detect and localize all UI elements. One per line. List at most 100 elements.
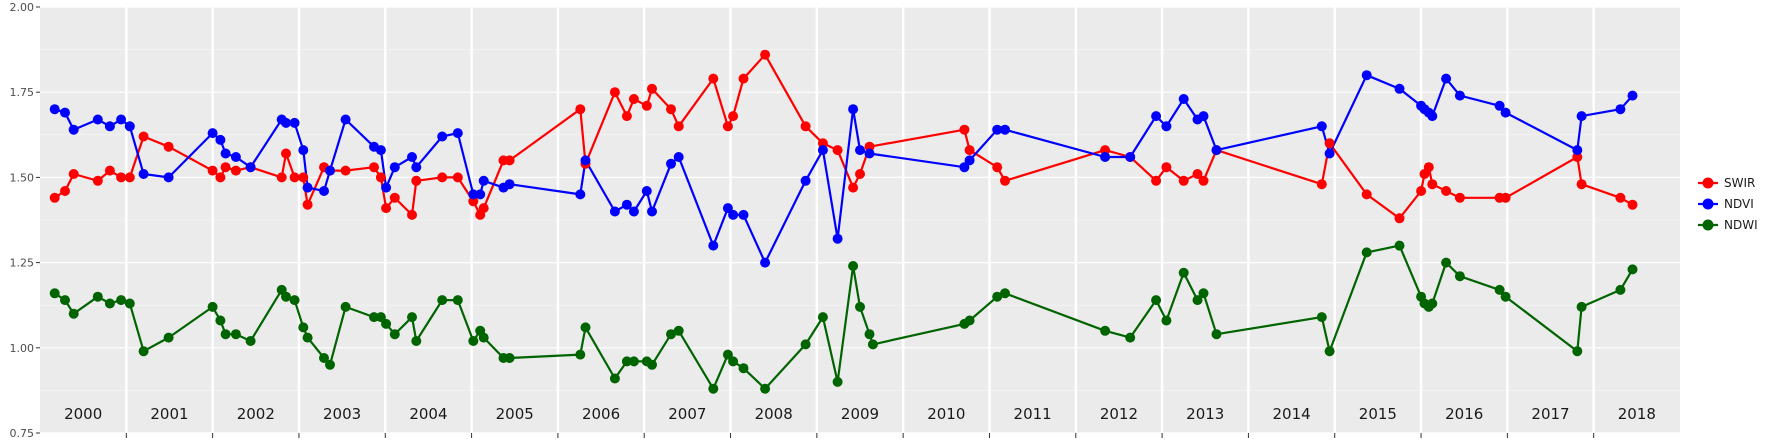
y-tick-label: 2.00 [10, 1, 35, 14]
data-point-swir [1151, 175, 1162, 186]
data-point-ndwi [138, 346, 149, 357]
data-point-swir [1576, 179, 1587, 190]
data-point-swir [163, 141, 174, 152]
data-point-ndvi [580, 155, 591, 166]
data-point-swir [855, 169, 865, 179]
data-point-swir [1423, 162, 1434, 173]
data-point-ndvi [381, 182, 392, 193]
data-point-ndvi [609, 206, 620, 217]
data-point-swir [1572, 152, 1583, 162]
data-point-ndwi [116, 295, 127, 306]
data-point-swir [1441, 186, 1452, 196]
data-point-ndvi [641, 186, 652, 196]
data-point-ndwi [1151, 295, 1162, 306]
data-point-swir [1192, 169, 1203, 179]
year-label: 2016 [1445, 405, 1483, 423]
data-point-ndwi [289, 295, 300, 306]
data-point-ndwi [1441, 257, 1452, 268]
data-point-swir [116, 172, 127, 183]
data-point-ndvi [298, 145, 309, 156]
data-point-swir [647, 83, 657, 94]
y-tick-label: 1.75 [10, 86, 35, 99]
data-point-ndvi [340, 114, 351, 125]
data-point-ndwi [319, 353, 329, 363]
data-point-ndvi [1316, 121, 1327, 132]
data-point-swir [1198, 175, 1209, 186]
data-point-swir [381, 203, 392, 214]
data-point-ndvi [1151, 111, 1162, 122]
data-point-ndwi [1211, 329, 1222, 340]
year-label: 2003 [323, 405, 361, 423]
year-labels: 2000 2001 2002 2003 2004 2005 2006 2007 2008 2009… [64, 405, 1656, 423]
data-point-ndvi [832, 233, 843, 244]
data-point-ndwi [1454, 271, 1465, 282]
data-point-ndvi [475, 189, 486, 200]
data-point-ndvi [1500, 107, 1511, 118]
data-point-ndvi [1361, 70, 1372, 81]
data-point-ndvi [1211, 145, 1222, 156]
data-point-swir [1161, 162, 1172, 173]
data-point-swir [621, 111, 632, 122]
data-point-ndvi [728, 209, 739, 220]
data-point-ndvi [959, 162, 970, 173]
data-point-swir [800, 121, 811, 132]
data-point-ndwi [1576, 301, 1587, 312]
data-point-ndwi [60, 295, 70, 306]
data-point-ndwi [1572, 346, 1583, 357]
data-point-ndvi [800, 175, 811, 186]
data-point-swir [673, 121, 684, 132]
data-point-ndwi [647, 359, 657, 370]
data-point-ndwi [621, 356, 632, 367]
data-point-ndwi [68, 308, 79, 319]
data-point-swir [124, 172, 135, 183]
data-point-swir [848, 182, 859, 193]
data-point-swir [666, 104, 676, 115]
data-point-ndwi [215, 315, 226, 326]
data-point-ndwi [1615, 284, 1626, 295]
data-point-swir [728, 111, 739, 122]
data-point-ndvi [647, 206, 657, 217]
data-point-ndwi [49, 288, 60, 299]
data-point-ndvi [1161, 121, 1172, 132]
year-label: 2011 [1014, 405, 1052, 423]
data-point-swir [411, 175, 422, 186]
year-label: 2007 [668, 405, 706, 423]
data-point-ndwi [207, 301, 218, 312]
data-point-swir [207, 165, 218, 176]
data-point-ndwi [381, 318, 392, 329]
data-point-ndvi [1494, 100, 1505, 111]
data-point-swir [68, 169, 79, 179]
data-point-swir [628, 94, 639, 104]
data-point-ndwi [1494, 284, 1505, 295]
data-point-ndwi [992, 291, 1003, 302]
data-point-ndvi [389, 162, 400, 173]
y-tick-label: 0.75 [10, 427, 35, 440]
data-point-ndwi [722, 349, 733, 360]
data-point-ndvi [68, 124, 79, 135]
data-point-ndwi [1500, 291, 1511, 302]
year-label: 2015 [1359, 405, 1397, 423]
data-point-swir [1500, 192, 1511, 203]
data-point-ndwi [1000, 288, 1010, 299]
data-point-ndvi [666, 158, 676, 169]
data-point-swir [298, 172, 309, 183]
data-point-ndvi [302, 182, 313, 193]
year-label: 2000 [64, 405, 102, 423]
data-point-ndvi [289, 117, 300, 128]
year-label: 2002 [237, 405, 275, 423]
data-point-ndwi [281, 291, 291, 302]
data-point-ndwi [340, 301, 351, 312]
y-tick-label: 1.00 [10, 342, 35, 355]
data-point-ndwi [817, 312, 828, 323]
data-point-ndvi [621, 199, 632, 210]
data-point-ndwi [800, 339, 811, 350]
data-point-swir [104, 165, 115, 176]
series-points [49, 49, 1638, 394]
data-point-swir [1416, 186, 1427, 196]
data-point-ndvi [1178, 94, 1189, 104]
data-point-ndwi [964, 315, 975, 326]
data-point-ndwi [855, 301, 865, 312]
data-point-swir [1178, 175, 1189, 186]
data-point-ndwi [580, 322, 591, 333]
